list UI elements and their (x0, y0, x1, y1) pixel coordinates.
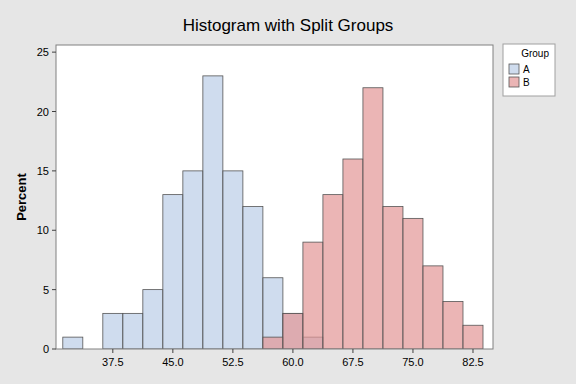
y-tick-label: 25 (37, 46, 49, 58)
plot-area (56, 45, 493, 349)
bars (63, 76, 483, 349)
x-tick-label: 60.0 (282, 356, 303, 368)
histogram-bar (263, 337, 283, 349)
histogram-bar (123, 313, 143, 349)
histogram-bar (443, 302, 463, 350)
x-tick-label: 82.5 (462, 356, 483, 368)
y-axis-label: Percent (14, 172, 29, 220)
title: Histogram with Split Groups (183, 16, 394, 35)
y-tick-label: 0 (43, 343, 49, 355)
y-tick (52, 52, 56, 53)
x-tick-label: 45.0 (162, 356, 183, 368)
x-tick (472, 349, 473, 353)
x-tick (292, 349, 293, 353)
histogram-bar (223, 171, 243, 349)
y-tick (52, 349, 56, 350)
x-tick (112, 349, 113, 353)
histogram-bar (203, 76, 223, 349)
x-tick-label: 37.5 (102, 356, 123, 368)
legend-swatch (509, 64, 519, 74)
legend-box (503, 44, 555, 96)
y-tick (52, 230, 56, 231)
legend: Group AB (503, 44, 555, 96)
plot-frame (56, 45, 493, 349)
y-tick-label: 15 (37, 165, 49, 177)
histogram-bar (143, 290, 163, 349)
histogram-bar (263, 278, 283, 349)
histogram-bar (363, 88, 383, 349)
y-tick-label: 10 (37, 224, 49, 236)
histogram-bar (183, 171, 203, 349)
histogram-bar (283, 313, 303, 349)
histogram-bar (403, 218, 423, 349)
y-tick (52, 170, 56, 171)
y-tick-label: 20 (37, 106, 49, 118)
legend-label: B (523, 77, 530, 88)
histogram-bar (303, 242, 323, 349)
legend-label: A (523, 64, 530, 75)
y-tick (52, 111, 56, 112)
histogram-bar (423, 266, 443, 349)
legend-swatch (509, 77, 519, 87)
histogram-bar (63, 337, 83, 349)
histogram-bar (343, 159, 363, 349)
x-tick (172, 349, 173, 353)
histogram-bar (243, 207, 263, 350)
x-tick (232, 349, 233, 353)
x-tick-label: 75.0 (402, 356, 423, 368)
histogram-bar (383, 207, 403, 350)
x-tick (412, 349, 413, 353)
y-tick (52, 289, 56, 290)
legend-title: Group (521, 48, 549, 59)
histogram-bar (103, 313, 123, 349)
histogram-bar (283, 313, 303, 349)
histogram-bar (323, 195, 343, 349)
x-tick-label: 67.5 (342, 356, 363, 368)
x-tick (352, 349, 353, 353)
x-tick-label: 52.5 (222, 356, 243, 368)
histogram-bar (463, 325, 483, 349)
y-tick-label: 5 (43, 284, 49, 296)
chart: Histogram with Split Groups Percent 0 5 10 15… (0, 0, 576, 384)
histogram-bar (163, 195, 183, 349)
background (0, 0, 576, 384)
